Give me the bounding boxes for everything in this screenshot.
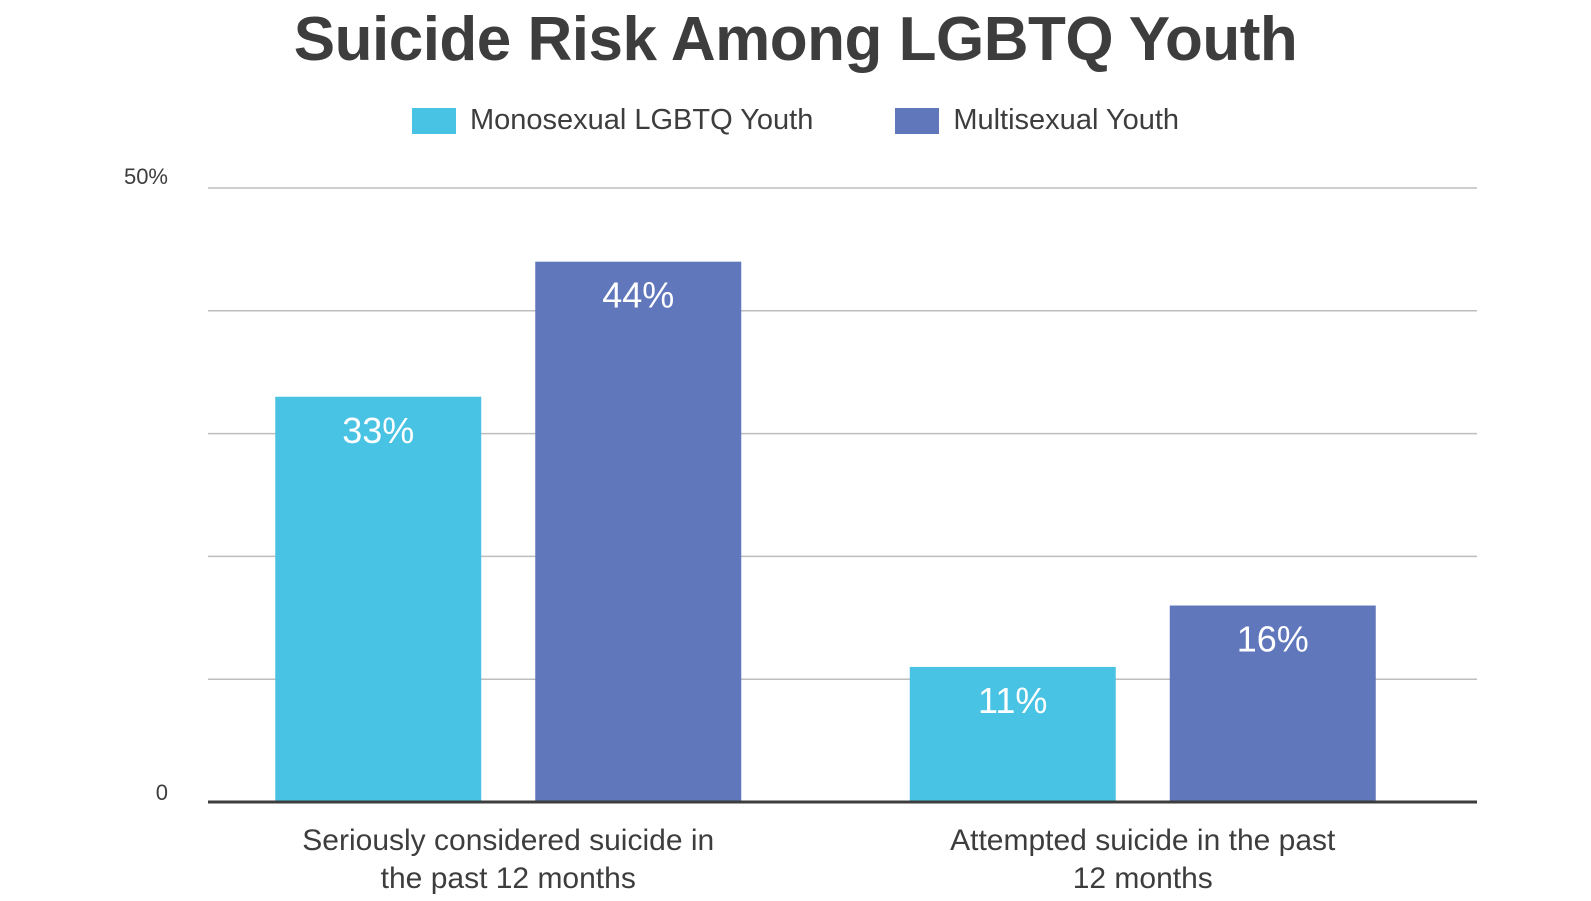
bar (909, 666, 1116, 802)
data-label: 33% (342, 410, 414, 451)
legend-item-multisexual: Multisexual Youth (895, 104, 1179, 137)
legend-item-monosexual: Monosexual LGBTQ Youth (411, 104, 814, 137)
bar (275, 396, 482, 802)
legend-swatch-monosexual (411, 107, 456, 134)
data-label: 44% (602, 275, 674, 316)
chart-title: Suicide Risk Among LGBTQ Youth (293, 5, 1298, 74)
legend-label-monosexual: Monosexual LGBTQ Youth (469, 104, 814, 136)
data-label: 16% (1237, 619, 1309, 660)
bar (535, 261, 742, 802)
category-label: Seriously considered suicide in (302, 824, 714, 857)
category-label: the past 12 months (381, 862, 636, 895)
y-tick-label: 50% (124, 164, 168, 189)
legend-label-multisexual: Multisexual Youth (953, 104, 1180, 136)
category-label: Attempted suicide in the past (950, 824, 1336, 857)
category-label: 12 months (1073, 862, 1213, 895)
y-tick-label: 0 (156, 780, 168, 805)
legend-swatch-multisexual (895, 107, 940, 134)
bar (1169, 605, 1376, 802)
data-label: 11% (978, 680, 1047, 721)
legend: Monosexual LGBTQ Youth Multisexual Youth (0, 104, 1591, 137)
